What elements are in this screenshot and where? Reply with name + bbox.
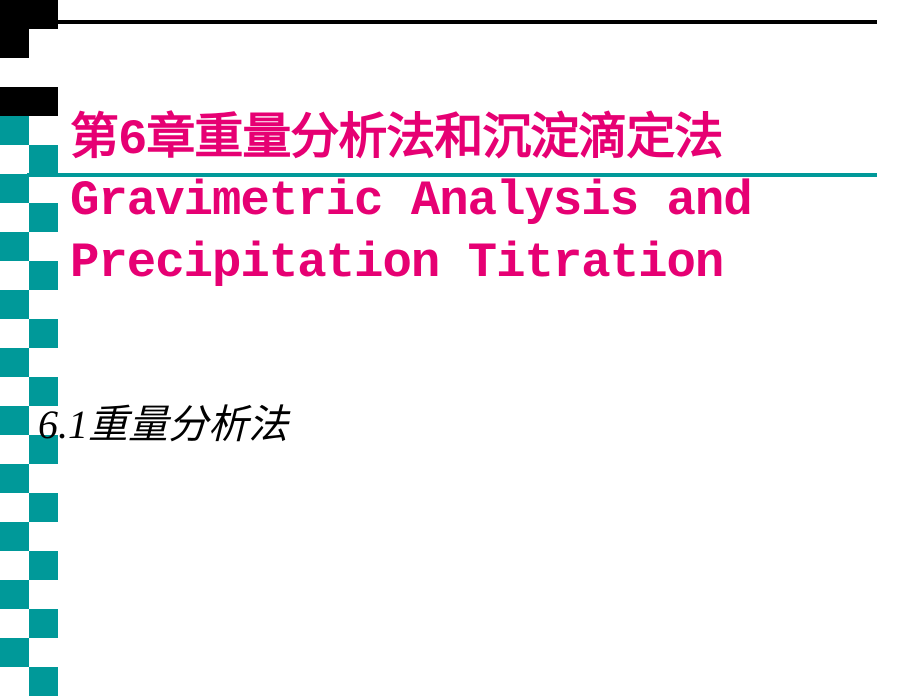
sidebar-block — [29, 348, 58, 377]
sidebar-block — [0, 493, 29, 522]
sidebar-block — [29, 232, 58, 261]
sidebar-block — [0, 232, 29, 261]
sidebar-block — [0, 522, 29, 551]
sidebar-block — [0, 174, 29, 203]
sidebar-block — [0, 551, 29, 580]
sidebar-block — [29, 174, 58, 203]
sidebar-block — [0, 145, 29, 174]
sidebar-block — [0, 116, 29, 145]
sidebar-block — [0, 58, 29, 87]
sidebar-block — [0, 87, 29, 116]
sidebar-block — [0, 348, 29, 377]
sidebar-block — [0, 667, 29, 696]
sidebar-block — [29, 261, 58, 290]
sidebar-block — [0, 464, 29, 493]
sidebar-block — [0, 29, 29, 58]
sidebar-block — [29, 580, 58, 609]
sidebar-block — [29, 0, 58, 29]
sidebar-block — [0, 638, 29, 667]
sidebar-block — [29, 551, 58, 580]
sidebar-block — [0, 319, 29, 348]
sidebar-block — [0, 377, 29, 406]
sidebar-block — [0, 406, 29, 435]
sidebar-block — [29, 493, 58, 522]
sidebar-block — [29, 87, 58, 116]
sidebar-block — [29, 667, 58, 696]
sidebar-block — [0, 290, 29, 319]
sidebar-block — [29, 203, 58, 232]
slide-subtitle: 6.1重量分析法 — [38, 392, 288, 450]
sidebar-pattern — [0, 0, 58, 690]
sidebar-block — [0, 261, 29, 290]
sidebar-block — [29, 29, 58, 58]
sidebar-block — [29, 522, 58, 551]
sidebar-block — [0, 203, 29, 232]
slide-title: 第6章重量分析法和沉淀滴定法 Gravimetric Analysis and … — [70, 110, 890, 294]
sidebar-block — [29, 145, 58, 174]
sidebar-block — [29, 319, 58, 348]
top-horizontal-line — [27, 20, 877, 24]
sidebar-block — [0, 0, 29, 29]
sidebar-block — [29, 290, 58, 319]
sidebar-block — [29, 116, 58, 145]
sidebar-block — [0, 609, 29, 638]
sidebar-block — [0, 580, 29, 609]
sidebar-block — [29, 638, 58, 667]
sidebar-block — [0, 435, 29, 464]
title-line-3: Precipitation Titration — [70, 233, 890, 294]
title-line-1: 第6章重量分析法和沉淀滴定法 — [70, 110, 890, 171]
sidebar-block — [29, 58, 58, 87]
title-line-2: Gravimetric Analysis and — [70, 171, 890, 232]
sidebar-block — [29, 609, 58, 638]
sidebar-block — [29, 464, 58, 493]
